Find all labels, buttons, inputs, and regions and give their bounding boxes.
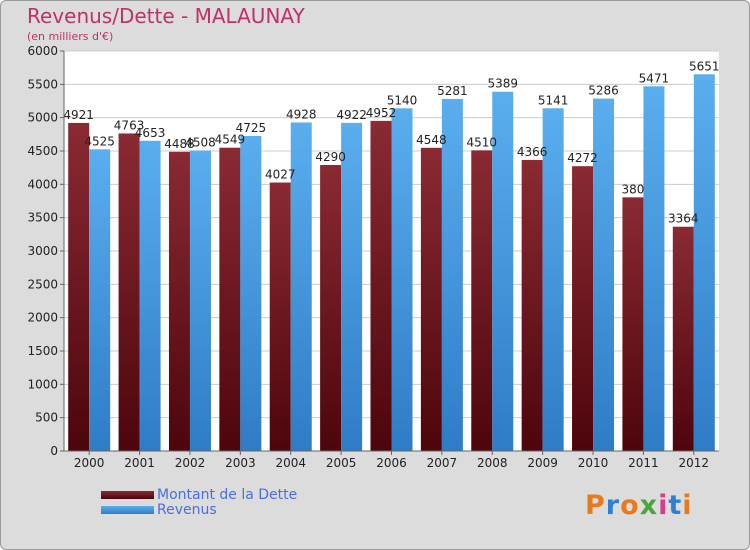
bar-dette — [370, 120, 392, 451]
x-tick-label: 2006 — [376, 456, 407, 470]
data-label: 4508 — [185, 135, 216, 149]
x-tick-label: 2008 — [477, 456, 508, 470]
legend-swatch-dette — [101, 490, 154, 499]
y-tick-label: 500 — [35, 411, 58, 425]
y-tick-label: 3500 — [27, 211, 58, 225]
logo-letter: o — [620, 490, 640, 521]
bar-dette — [219, 147, 241, 451]
bar-dette — [471, 150, 493, 452]
bar-revenus — [593, 98, 615, 451]
logo-letter: t — [668, 490, 683, 521]
y-tick-label: 0 — [50, 444, 58, 458]
x-tick-label: 2005 — [326, 456, 357, 470]
data-label: 4653 — [135, 126, 166, 140]
legend-item-revenus: Revenus — [101, 501, 297, 518]
legend-item-dette: Montant de la Dette — [101, 486, 298, 503]
bar-revenus — [89, 149, 111, 452]
bar-dette — [420, 147, 442, 452]
x-tick-label: 2011 — [628, 456, 659, 470]
x-tick-label: 2004 — [275, 456, 306, 470]
data-label: 4952 — [366, 106, 397, 120]
data-label: 4922 — [336, 108, 367, 122]
y-tick-label: 1000 — [27, 377, 58, 391]
data-label: 4366 — [517, 145, 548, 159]
bar-revenus — [290, 122, 312, 451]
y-tick-label: 5000 — [27, 111, 58, 125]
y-tick-label: 6000 — [27, 44, 58, 58]
logo-letter: i — [658, 490, 669, 521]
logo-letter: i — [682, 490, 693, 521]
x-tick-label: 2002 — [175, 456, 206, 470]
legend-label-revenus: Revenus — [157, 501, 217, 518]
x-tick-label: 2012 — [679, 456, 710, 470]
data-label: 5141 — [538, 93, 569, 107]
data-label: 4549 — [215, 133, 246, 147]
data-label: 4928 — [286, 107, 317, 121]
bar-dette — [521, 159, 543, 451]
bar-revenus — [542, 108, 564, 452]
data-label: 5140 — [387, 93, 418, 107]
data-label: 4548 — [416, 133, 447, 147]
bar-revenus — [139, 140, 161, 452]
bar-dette — [269, 182, 291, 452]
data-label: 5281 — [437, 84, 468, 98]
legend-swatch-revenus — [101, 505, 154, 514]
logo-letter: r — [605, 490, 621, 521]
data-label: 3364 — [668, 212, 699, 226]
bar-revenus — [643, 86, 665, 452]
chart-title: Revenus/Dette - MALAUNAY — [27, 4, 305, 28]
bar-dette — [118, 133, 140, 451]
y-tick-label: 2000 — [27, 311, 58, 325]
data-label: 4272 — [567, 151, 598, 165]
y-tick-label: 4500 — [27, 144, 58, 158]
y-tick-label: 5500 — [27, 77, 58, 91]
x-tick-label: 2010 — [578, 456, 609, 470]
bar-dette — [68, 122, 90, 451]
bar-revenus — [240, 136, 262, 451]
bar-revenus — [341, 122, 363, 451]
data-label: 5286 — [588, 84, 619, 98]
x-tick-label: 2001 — [124, 456, 155, 470]
data-label: 4290 — [315, 150, 346, 164]
bar-revenus — [441, 98, 463, 451]
data-label: 380 — [621, 182, 644, 196]
legend-label-dette: Montant de la Dette — [157, 486, 298, 503]
x-tick-label: 2009 — [527, 456, 558, 470]
x-tick-label: 2003 — [225, 456, 256, 470]
data-label: 4921 — [63, 108, 94, 122]
data-label: 5471 — [639, 71, 670, 85]
bar-revenus — [189, 150, 211, 451]
x-tick-label: 2007 — [427, 456, 458, 470]
y-tick-label: 1500 — [27, 344, 58, 358]
data-label: 4488 — [164, 137, 195, 151]
bar-dette — [168, 151, 190, 452]
data-label: 5651 — [689, 59, 720, 73]
y-tick-label: 3000 — [27, 244, 58, 258]
bar-dette — [672, 226, 694, 451]
logo-letter: x — [639, 490, 659, 521]
y-tick-label: 4000 — [27, 177, 58, 191]
legend: Montant de la Dette Revenus — [101, 486, 298, 518]
chart-subtitle: (en milliers d'€) — [27, 30, 114, 43]
proxiti-logo: Proxiti — [585, 490, 693, 521]
data-label: 4510 — [466, 135, 497, 149]
bar-revenus — [492, 91, 514, 451]
data-label: 4763 — [114, 118, 145, 132]
bar-revenus — [391, 108, 413, 451]
data-label: 4027 — [265, 168, 296, 182]
bar-dette — [320, 165, 342, 451]
bar-dette — [622, 197, 644, 451]
x-tick-label: 2000 — [74, 456, 105, 470]
data-label: 4725 — [236, 121, 267, 135]
y-tick-label: 2500 — [27, 277, 58, 291]
logo-letter: P — [585, 490, 606, 521]
bar-revenus — [693, 74, 715, 452]
bar-dette — [572, 166, 594, 451]
data-label: 4525 — [84, 134, 115, 148]
data-label: 5389 — [487, 77, 518, 91]
